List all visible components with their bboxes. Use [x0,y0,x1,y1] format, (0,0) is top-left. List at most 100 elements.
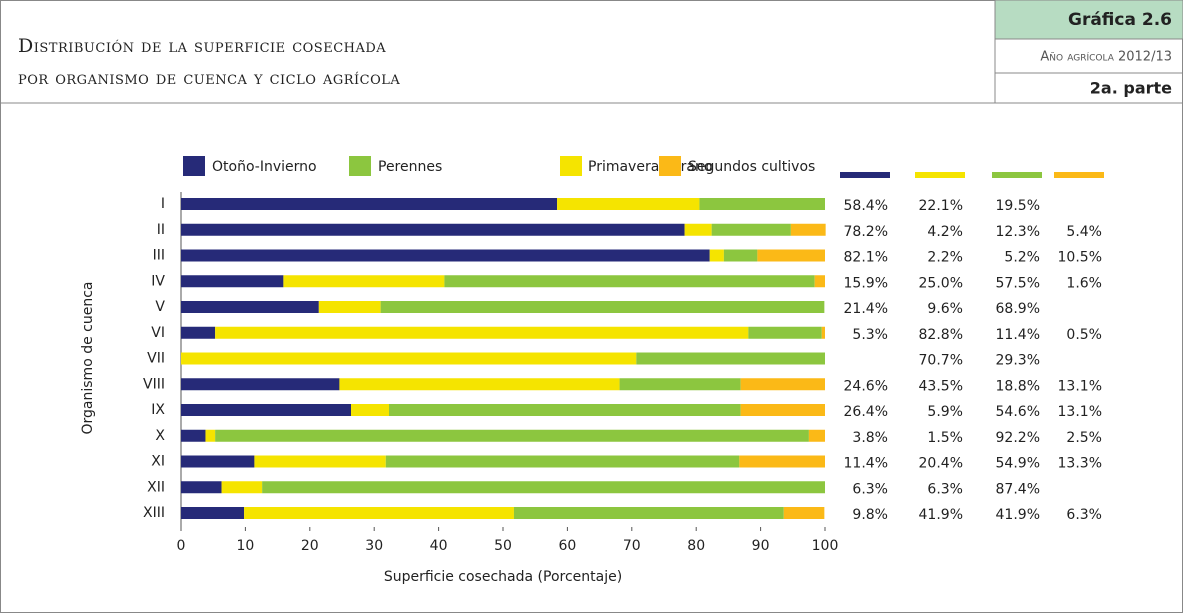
y-tick-label: VIII [143,376,165,392]
x-tick-label: 70 [623,538,641,554]
bar-segment [181,404,352,416]
y-tick-label: XII [147,479,165,495]
value-label: 2.2% [927,250,963,266]
y-tick-label: VI [151,325,165,341]
bar-segment [181,455,255,468]
bar-segment [283,275,445,288]
title: Distribución de la superficie cosechada [18,35,386,57]
value-label: 6.3% [852,481,888,497]
x-tick-label: 10 [236,538,254,554]
bar-segment [814,275,825,288]
value-label: 43.5% [919,378,963,394]
column-swatch [840,172,890,178]
x-tick-label: 0 [177,538,186,554]
bar-segment [783,507,825,519]
value-label: 6.3% [1066,507,1102,523]
bar-segment [808,429,825,442]
y-tick-label: V [155,299,165,315]
legend-label: Otoño-Invierno [212,159,317,175]
column-swatch [992,172,1042,178]
bar-segment [513,507,784,519]
value-label: 6.3% [927,481,963,497]
bar-segment [181,198,558,210]
bar-segment [723,249,758,262]
bar-segment [181,352,637,365]
value-label: 1.5% [927,430,963,446]
bar-segment [821,326,825,339]
bar-segment [740,378,825,391]
y-tick-label: III [153,248,165,264]
value-label: 13.3% [1058,456,1102,472]
part: 2a. parte [1090,79,1172,98]
legend-label: Perennes [378,159,442,175]
x-tick-label: 80 [687,538,705,554]
bar-segment [380,301,825,313]
value-label: 10.5% [1058,250,1102,266]
value-label: 25.0% [919,275,963,291]
bar-segment [181,429,206,442]
x-tick-label: 60 [558,538,576,554]
x-tick-label: 90 [752,538,770,554]
value-label: 87.4% [996,481,1040,497]
legend-swatch [183,156,205,176]
bar-segment [181,507,245,519]
bar-segment [181,249,710,262]
value-label: 54.6% [996,404,1040,420]
bar-segment [181,326,216,339]
bar-segment [318,301,381,313]
bar-segment [339,378,620,391]
value-label: 68.9% [996,301,1040,317]
bar-segment [740,404,825,416]
value-label: 41.9% [996,507,1040,523]
legend-swatch [349,156,371,176]
value-label: 92.2% [996,430,1040,446]
value-label: 22.1% [919,198,963,214]
value-label: 19.5% [996,198,1040,214]
bar-segment [205,429,216,442]
column-swatch [1054,172,1104,178]
x-tick-label: 50 [494,538,512,554]
value-label: 13.1% [1058,404,1102,420]
x-axis-label: Superficie cosechada (Porcentaje) [384,569,622,585]
value-label: 5.2% [1004,250,1040,266]
bar-segment [244,507,514,519]
bar-segment [757,249,825,262]
value-label: 57.5% [996,275,1040,291]
bar-segment [684,223,712,236]
value-label: 20.4% [919,456,963,472]
column-swatch [915,172,965,178]
y-tick-label: II [157,222,165,238]
value-label: 41.9% [919,507,963,523]
y-tick-label: VII [147,351,165,367]
bar-segment [709,249,724,262]
bar-segment [181,378,340,391]
bar-segment [181,223,685,236]
bar-segment [711,223,791,236]
bar-segment [262,481,825,494]
legend-label: Segundos cultivos [688,159,815,175]
bar-segment [748,326,822,339]
bar-segment [351,404,390,416]
value-label: 78.2% [844,224,888,240]
legend-swatch [659,156,681,176]
bar-segment [699,198,825,210]
value-label: 3.8% [852,430,888,446]
y-axis-label: Organismo de cuenca [80,282,96,435]
value-label: 18.8% [996,378,1040,394]
value-label: 9.6% [927,301,963,317]
bar-segment [221,481,263,494]
value-label: 82.1% [844,250,888,266]
x-tick-label: 100 [812,538,839,554]
value-label: 54.9% [996,456,1040,472]
value-label: 0.5% [1066,327,1102,343]
y-tick-label: XIII [143,505,165,521]
value-label: 24.6% [844,378,888,394]
bar-segment [790,223,826,236]
bar-segment [739,455,825,468]
value-label: 58.4% [844,198,888,214]
value-label: 9.8% [852,507,888,523]
value-label: 11.4% [996,327,1040,343]
value-label: 4.2% [927,224,963,240]
chart-number: Gráfica 2.6 [1068,10,1172,30]
y-tick-label: IX [151,402,165,418]
